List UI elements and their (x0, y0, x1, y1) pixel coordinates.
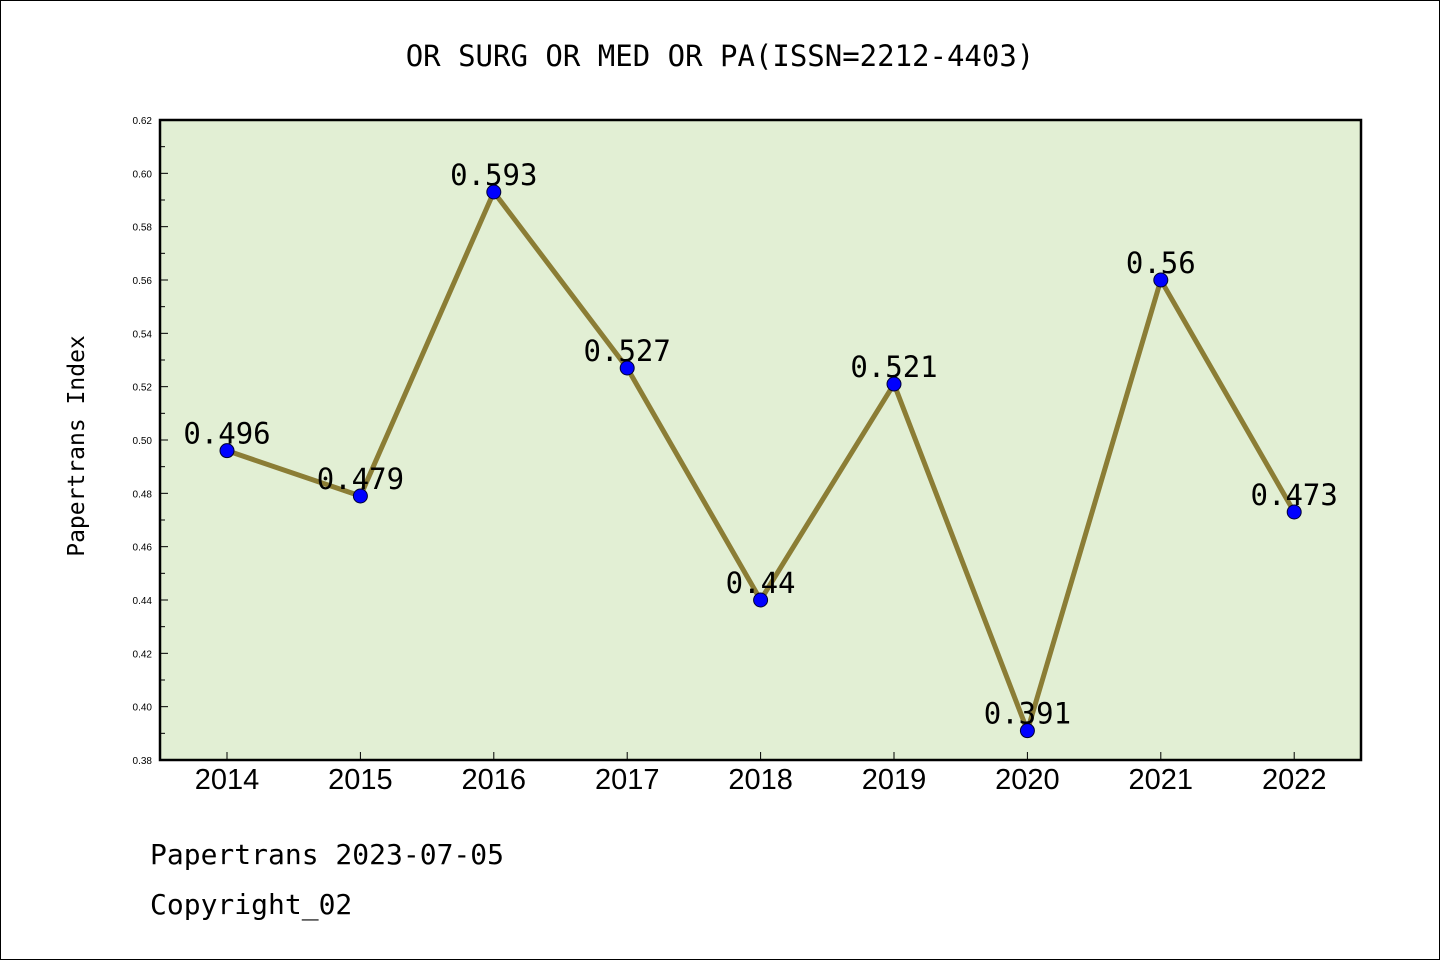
y-tick-label: 0.62 (133, 116, 153, 127)
x-tick-label: 2014 (195, 764, 260, 796)
x-tick-label: 2018 (728, 764, 793, 796)
x-tick-label: 2019 (862, 764, 927, 796)
data-label: 0.593 (450, 158, 537, 192)
data-label: 0.391 (984, 697, 1071, 731)
footer-date: Papertrans 2023-07-05 (150, 838, 504, 871)
y-tick-label: 0.54 (133, 329, 153, 340)
x-tick-label: 2021 (1129, 764, 1194, 796)
y-axis-label: Papertrans Index (64, 335, 90, 557)
y-tick-label: 0.52 (133, 383, 153, 394)
y-tick-label: 0.48 (133, 489, 153, 500)
data-point (219, 443, 235, 459)
chart-title: OR SURG OR MED OR PA(ISSN=2212-4403) (406, 39, 1035, 73)
data-label: 0.56 (1126, 246, 1196, 280)
data-label: 0.527 (584, 334, 671, 368)
data-label: 0.496 (183, 417, 270, 451)
series: 0.496 0.479 0.593 0.527 0.44 0.521 0.391 0.56 0.… (183, 158, 1338, 739)
data-point (1019, 723, 1035, 739)
data-point (1153, 272, 1169, 288)
data-point (486, 184, 502, 200)
plot-area (158, 118, 1363, 762)
y-tick-label: 0.44 (133, 596, 153, 607)
y-tick-label: 0.42 (133, 649, 153, 660)
x-tick-label: 2015 (328, 764, 393, 796)
x-tick-label: 2022 (1262, 764, 1327, 796)
footer-copyright: Copyright_02 (150, 888, 352, 922)
data-point (886, 376, 902, 392)
y-tick-label: 0.50 (133, 436, 153, 447)
x-tick-label: 2017 (595, 764, 660, 796)
y-tick-label: 0.58 (133, 223, 153, 234)
y-tick-label: 0.56 (133, 276, 153, 287)
data-point (619, 360, 635, 376)
y-tick-label: 0.60 (133, 169, 153, 180)
x-axis: 2014 2015 2016 2017 2018 2019 2020 2021 2022 (195, 752, 1327, 796)
y-tick-label: 0.46 (133, 543, 153, 554)
y-tick-label: 0.40 (133, 703, 153, 714)
data-point (1286, 504, 1302, 520)
y-tick-label: 0.38 (133, 756, 153, 767)
data-label: 0.521 (850, 350, 937, 384)
data-point (352, 488, 368, 504)
data-point (753, 592, 769, 608)
y-axis: 0.38 0.40 0.42 0.44 0.46 0.48 0.50 0.52 0.54 0.56… (133, 116, 168, 767)
data-label: 0.479 (317, 462, 404, 496)
data-label: 0.44 (726, 566, 796, 600)
x-tick-label: 2020 (995, 764, 1060, 796)
data-label: 0.473 (1251, 478, 1338, 512)
x-tick-label: 2016 (462, 764, 527, 796)
